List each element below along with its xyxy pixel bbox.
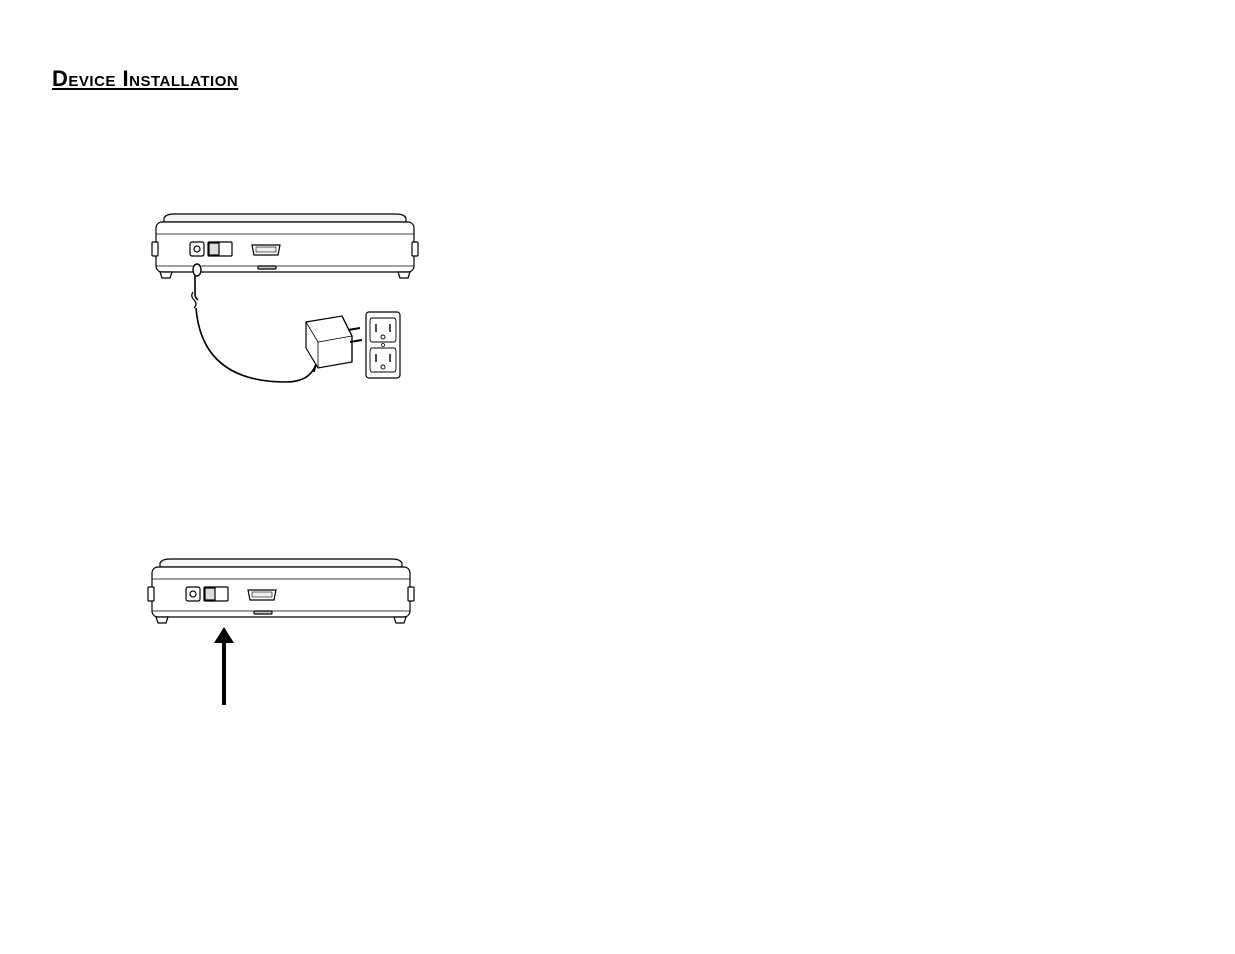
device-with-adapter-illustration bbox=[146, 212, 436, 422]
arrow-to-switch-icon bbox=[214, 627, 234, 707]
figure-device-switch-arrow bbox=[142, 557, 502, 637]
document-page: Device Installation bbox=[0, 0, 1235, 703]
device-rear-illustration bbox=[142, 557, 432, 637]
figure-device-power-connection bbox=[146, 212, 506, 422]
page-heading: Device Installation bbox=[52, 66, 1183, 92]
